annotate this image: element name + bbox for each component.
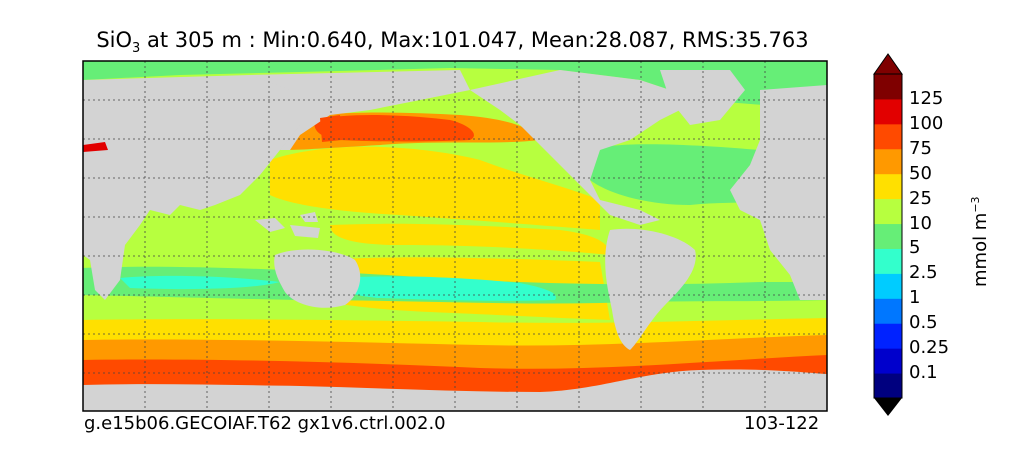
indonesia-land [255,212,320,238]
colorbar-frame [873,73,903,399]
units-exponent: −3 [969,196,982,213]
colorbar-swatch [874,273,902,299]
case-name: g.e15b06.GECOIAF.T62 gx1v6.ctrl.002.0 [84,413,446,434]
eurasia-africa-land [83,75,320,300]
colorbar-tick-label: 2.5 [909,262,938,284]
europe-africa-east-land [730,85,827,300]
colorbar-swatch [874,173,902,200]
title-variable-subscript: 3 [132,41,141,57]
mediterranean-spot [83,142,108,152]
colorbar-units: mmol m−3 [969,196,991,287]
colorbar-swatch [874,348,902,374]
south-america-land [605,228,696,350]
colorbar-tick-label: 0.25 [909,337,950,359]
greenland-land [660,70,745,125]
map-title: SiO3 at 305 m : Min:0.640, Max:101.047, … [0,28,905,56]
colorbar-swatch [874,198,902,225]
colorbar-tick-label: 125 [909,87,944,109]
colorbar-tick-label: 0.1 [909,362,938,384]
australia-land [274,249,361,308]
arctic-band [83,61,827,110]
colorbar-swatch [874,74,902,100]
north-pacific-25 [270,146,600,230]
south-indian-2-5 [120,275,280,290]
colorbar-tick-label: 0.5 [909,312,938,334]
title-variable: SiO [96,28,133,52]
colorbar-tick-label: 25 [909,187,932,209]
units-base: mmol m [970,212,991,287]
equatorial-pacific-25 [330,223,610,255]
subpolar-pacific-75 [314,115,474,142]
colorbar-swatch [874,373,902,399]
colorbar-tick-label: 5 [909,237,921,259]
gridlines [83,61,827,411]
map-plot [83,61,827,411]
colorbar-swatch [874,148,902,175]
colorbar-swatch [874,98,902,125]
colorbar-swatch [874,223,902,249]
map-frame [82,60,828,412]
colorbar-swatch [874,323,902,349]
colorbar-swatch [874,123,902,150]
colorbar-swatch [874,248,902,274]
colorbar-swatch [874,298,902,324]
colorbar-tick-label: 50 [909,162,932,184]
colorbar-tick-label: 75 [909,137,932,159]
colorbar-tick-label: 10 [909,212,932,234]
colorbar-tick-label: 100 [909,112,944,134]
title-stats: at 305 m : Min:0.640, Max:101.047, Mean:… [140,28,809,52]
antarctica-land [83,369,827,411]
okhotsk-spot [320,115,342,142]
colorbar-extend-max [873,53,903,75]
east-asia-land [250,70,470,150]
colorbar-tick-label: 1 [909,287,921,309]
colorbar-extend-min [874,398,902,416]
north-america-land [470,70,700,225]
colorbar [873,53,903,416]
year-range: 103-122 [744,413,820,434]
